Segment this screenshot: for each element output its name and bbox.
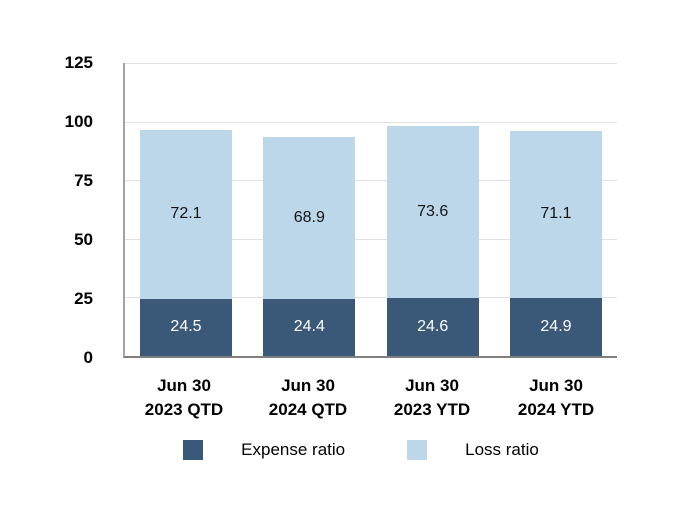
loss-ratio-segment: 71.1 bbox=[509, 130, 602, 298]
legend-item-expense-ratio: Expense ratio bbox=[183, 440, 345, 460]
x-axis-label: Jun 30 2024 YTD bbox=[517, 376, 595, 419]
gridline bbox=[125, 121, 617, 123]
legend: Expense ratio Loss ratio bbox=[0, 440, 680, 460]
loss-ratio-segment: 68.9 bbox=[263, 137, 356, 299]
bar: 72.1 24.5 bbox=[140, 63, 232, 356]
loss-ratio-segment: 73.6 bbox=[386, 125, 479, 299]
segment-value-label: 71.1 bbox=[540, 205, 572, 223]
y-axis-tick-label: 25 bbox=[74, 289, 93, 308]
legend-item-loss-ratio: Loss ratio bbox=[407, 440, 539, 460]
gridline bbox=[125, 297, 617, 299]
y-axis-tick-label: 75 bbox=[74, 171, 93, 190]
x-axis-labels: Jun 30 2023 QTD Jun 30 2024 QTD Jun 30 2023 Y… bbox=[123, 374, 617, 422]
bar: 68.9 24.4 bbox=[263, 63, 356, 356]
legend-label-expense-ratio: Expense ratio bbox=[241, 440, 346, 459]
x-axis-label: Jun 30 2023 YTD bbox=[393, 376, 471, 419]
y-axis-tick-label: 0 bbox=[83, 348, 93, 367]
x-axis-label: Jun 30 2024 QTD bbox=[268, 376, 348, 419]
bar: 71.1 24.9 bbox=[509, 63, 602, 356]
x-axis-label: Jun 30 2023 QTD bbox=[144, 376, 224, 419]
gridline bbox=[125, 180, 617, 182]
expense-ratio-swatch-icon bbox=[183, 440, 204, 460]
bar: 73.6 24.6 bbox=[386, 63, 479, 356]
segment-value-label: 24.5 bbox=[170, 318, 202, 336]
expense-ratio-segment: 24.6 bbox=[386, 298, 479, 356]
y-axis-labels: 0 25 50 75 100 125 bbox=[0, 53, 93, 367]
segment-value-label: 73.6 bbox=[417, 203, 449, 221]
plot-area: 72.1 24.5 68.9 24.4 73.6 24.6 71.1 24.9 bbox=[123, 63, 617, 358]
y-axis-tick-label: 50 bbox=[74, 230, 93, 249]
expense-ratio-segment: 24.9 bbox=[509, 297, 602, 356]
y-axis-tick-label: 125 bbox=[64, 53, 93, 72]
bars: 72.1 24.5 68.9 24.4 73.6 24.6 71.1 24.9 bbox=[125, 63, 617, 356]
y-axis-tick-label: 100 bbox=[64, 112, 93, 131]
segment-value-label: 24.4 bbox=[293, 318, 325, 336]
gridline bbox=[125, 63, 617, 64]
segment-value-label: 72.1 bbox=[170, 205, 202, 223]
segment-value-label: 68.9 bbox=[293, 209, 325, 227]
segment-value-label: 24.9 bbox=[540, 317, 572, 335]
expense-ratio-segment: 24.4 bbox=[263, 298, 356, 356]
loss-ratio-swatch-icon bbox=[407, 440, 428, 460]
loss-ratio-segment: 72.1 bbox=[140, 129, 232, 299]
legend-label-loss-ratio: Loss ratio bbox=[465, 440, 539, 459]
gridline bbox=[125, 238, 617, 240]
segment-value-label: 24.6 bbox=[417, 318, 449, 336]
expense-ratio-segment: 24.5 bbox=[140, 298, 232, 356]
gridlines bbox=[125, 63, 617, 356]
